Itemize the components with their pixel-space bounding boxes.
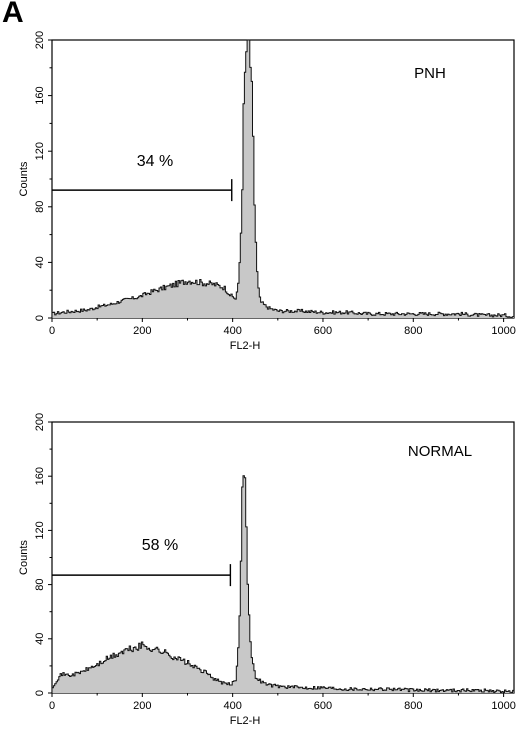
y-tick-label: 200 [34,31,46,49]
x-tick-label: 200 [133,325,151,337]
x-tick-label: 400 [223,700,241,712]
y-axis-title: Counts [18,540,30,575]
y-axis-title: Counts [18,161,30,196]
y-tick-label: 80 [34,201,46,213]
histogram-fill [52,475,514,693]
x-tick-label: 600 [314,325,332,337]
gate-percent-label: 58 % [142,537,178,554]
x-tick-label: 0 [49,700,55,712]
y-tick-label: 40 [34,633,46,645]
y-tick-label: 160 [34,467,46,485]
y-tick-label: 200 [34,413,46,431]
series-label: PNH [414,65,446,82]
x-tick-label: 1000 [491,700,515,712]
y-tick-label: 0 [34,315,46,321]
series-label: NORMAL [408,443,472,460]
x-tick-label: 400 [223,325,241,337]
x-tick-label: 1000 [491,325,515,337]
histogram-normal: 0 200 400 600 800 1000 0 40 80 120 160 200 FL2-H Coun… [18,413,516,727]
x-tick-label: 800 [404,700,422,712]
panel-letter: A [2,0,24,29]
y-tick-label: 120 [34,521,46,539]
gate-percent-label: 34 % [137,153,173,170]
x-axis-title: FL2-H [230,340,261,352]
x-tick-label: 0 [49,325,55,337]
x-tick-label: 600 [314,700,332,712]
histogram-outline [51,39,515,319]
y-tick-label: 40 [34,256,46,268]
histogram-pnh: 0 200 400 600 800 1000 0 40 80 120 160 200 FL2-H Coun… [18,31,516,352]
x-tick-label: 800 [404,325,422,337]
y-tick-label: 80 [34,578,46,590]
histogram-outline [51,475,515,694]
y-tick-label: 160 [34,86,46,104]
y-tick-label: 0 [34,690,46,696]
x-axis-title: FL2-H [230,715,261,727]
x-tick-label: 200 [133,700,151,712]
y-tick-label: 120 [34,142,46,160]
